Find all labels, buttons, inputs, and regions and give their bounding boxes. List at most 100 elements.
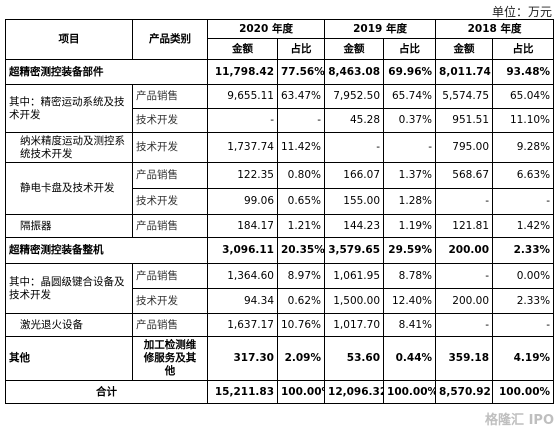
row-label: 超精密测控装备整机 bbox=[5, 237, 208, 264]
cell-value: 53.60 bbox=[324, 336, 385, 381]
cell-value: 65.74% bbox=[383, 84, 437, 109]
cell-value: 63.47% bbox=[276, 84, 326, 109]
row-label: 超精密测控装备部件 bbox=[5, 59, 208, 85]
cell-value: 795.00 bbox=[435, 132, 494, 163]
cell-value: 155.00 bbox=[324, 188, 385, 215]
table-row: 技术开发 - - 45.28 0.37% 951.51 11.10% bbox=[6, 108, 555, 133]
cell-value: 8.97% bbox=[276, 263, 326, 289]
table-row: 纳米精度运动及测控系统技术开发 技术开发 1,737.74 11.42% - -… bbox=[5, 132, 555, 163]
cell-value: 100.00% bbox=[276, 380, 326, 404]
table-row: 技术开发 94.34 0.62% 1,500.00 12.40% 200.00 … bbox=[6, 288, 555, 314]
cell-value: 69.96% bbox=[383, 59, 437, 85]
header-ratio: 占比 bbox=[492, 38, 555, 60]
cell-value: 568.67 bbox=[435, 162, 494, 189]
cell-value: - bbox=[383, 132, 437, 163]
cell-value: 8,570.92 bbox=[435, 380, 494, 404]
row-label: 静电卡盘及技术开发 bbox=[5, 162, 133, 215]
cell-value: 8.41% bbox=[383, 313, 437, 337]
revenue-table: 项目 产品类别 2020 年度 2019 年度 2018 年度 金额 占比 金额… bbox=[5, 19, 555, 404]
cell-value: 1.21% bbox=[276, 214, 326, 238]
table-row: 其他 加工检测维修服务及其他 317.30 2.09% 53.60 0.44% … bbox=[5, 336, 555, 381]
row-label: 隔振器 bbox=[5, 214, 133, 238]
header-amount: 金额 bbox=[324, 38, 385, 60]
cell-value: 1,637.17 bbox=[207, 313, 278, 337]
cell-value: 77.56% bbox=[276, 59, 326, 85]
header-item: 项目 bbox=[5, 19, 133, 60]
cell-value: 0.37% bbox=[383, 108, 437, 133]
cell-value: - bbox=[207, 108, 278, 133]
row-category: 技术开发 bbox=[132, 288, 208, 314]
total-label: 合计 bbox=[5, 380, 208, 404]
cell-value: 9.28% bbox=[492, 132, 555, 163]
cell-value: 100.00% bbox=[492, 380, 555, 404]
table-row: 合计 15,211.83 100.00% 12,096.32 100.00% 8… bbox=[5, 380, 555, 404]
header-year-2018: 2018 年度 bbox=[435, 19, 555, 39]
cell-value: 3,096.11 bbox=[207, 237, 278, 264]
cell-value: 184.17 bbox=[207, 214, 278, 238]
cell-value: 0.65% bbox=[276, 188, 326, 215]
cell-value: 10.76% bbox=[276, 313, 326, 337]
cell-value: 9,655.11 bbox=[207, 84, 278, 109]
header-amount: 金额 bbox=[207, 38, 278, 60]
cell-value: 2.09% bbox=[276, 336, 326, 381]
table-row: 超精密测控装备部件 11,798.42 77.56% 8,463.08 69.9… bbox=[5, 59, 555, 85]
cell-value: 200.00 bbox=[435, 288, 494, 314]
cell-value: 99.06 bbox=[207, 188, 278, 215]
table-row: 其中：晶圆级键合设备及技术开发 产品销售 1,364.60 8.97% 1,06… bbox=[5, 263, 555, 314]
cell-value: 4.19% bbox=[492, 336, 555, 381]
row-category: 产品销售 bbox=[132, 214, 208, 238]
cell-value: 0.44% bbox=[383, 336, 437, 381]
cell-value: 1,500.00 bbox=[324, 288, 385, 314]
table-row: 超精密测控装备整机 3,096.11 20.35% 3,579.65 29.59… bbox=[5, 237, 555, 264]
table-row: 其中：精密运动系统及技术开发 产品销售 9,655.11 63.47% 7,95… bbox=[5, 84, 555, 133]
cell-value: 11,798.42 bbox=[207, 59, 278, 85]
table-row: 技术开发 99.06 0.65% 155.00 1.28% - - bbox=[6, 188, 555, 215]
row-category: 技术开发 bbox=[132, 108, 208, 133]
cell-value: 1.37% bbox=[383, 162, 437, 189]
cell-value: 951.51 bbox=[435, 108, 494, 133]
cell-value: - bbox=[276, 108, 326, 133]
table-row: 静电卡盘及技术开发 产品销售 122.35 0.80% 166.07 1.37%… bbox=[5, 162, 555, 215]
table-row: 激光退火设备 产品销售 1,637.17 10.76% 1,017.70 8.4… bbox=[5, 313, 555, 337]
cell-value: 166.07 bbox=[324, 162, 385, 189]
unit-label: 单位：万元 bbox=[491, 5, 552, 19]
row-label: 纳米精度运动及测控系统技术开发 bbox=[5, 132, 133, 163]
cell-value: 20.35% bbox=[276, 237, 326, 264]
row-category: 技术开发 bbox=[132, 188, 208, 215]
header-ratio: 占比 bbox=[383, 38, 437, 60]
header-year-2020: 2020 年度 bbox=[206, 19, 326, 39]
row-category: 产品销售 bbox=[132, 263, 208, 289]
row-category: 加工检测维修服务及其他 bbox=[132, 336, 208, 381]
cell-value: 11.42% bbox=[276, 132, 326, 163]
cell-value: 11.10% bbox=[492, 108, 555, 133]
row-category: 产品销售 bbox=[132, 162, 208, 189]
cell-value: 100.00% bbox=[383, 380, 437, 404]
row-label: 其中：精密运动系统及技术开发 bbox=[5, 84, 133, 133]
cell-value: 12,096.32 bbox=[324, 380, 385, 404]
row-category: 技术开发 bbox=[132, 132, 208, 163]
cell-value: 0.00% bbox=[492, 263, 555, 289]
cell-value: 8,463.08 bbox=[324, 59, 385, 85]
cell-value: 1,017.70 bbox=[324, 313, 385, 337]
cell-value: 144.23 bbox=[324, 214, 385, 238]
cell-value: 1.19% bbox=[383, 214, 437, 238]
watermark: 格隆汇 IPO bbox=[485, 413, 554, 428]
cell-value: 45.28 bbox=[324, 108, 385, 133]
cell-value: - bbox=[435, 188, 494, 215]
cell-value: 0.80% bbox=[276, 162, 326, 189]
header-category: 产品类别 bbox=[132, 19, 208, 60]
header-amount: 金额 bbox=[435, 38, 494, 60]
cell-value: 1,061.95 bbox=[324, 263, 385, 289]
cell-value: 122.35 bbox=[207, 162, 278, 189]
cell-value: 1,737.74 bbox=[207, 132, 278, 163]
row-category: 产品销售 bbox=[132, 84, 208, 109]
cell-value: 3,579.65 bbox=[324, 237, 385, 264]
header-ratio: 占比 bbox=[276, 38, 326, 60]
row-label: 激光退火设备 bbox=[5, 313, 133, 337]
cell-value: 8.78% bbox=[383, 263, 437, 289]
cell-value: 94.34 bbox=[207, 288, 278, 314]
cell-value: 93.48% bbox=[492, 59, 555, 85]
cell-value: - bbox=[492, 313, 555, 337]
cell-value: 65.04% bbox=[492, 84, 555, 109]
cell-value: - bbox=[324, 132, 385, 163]
